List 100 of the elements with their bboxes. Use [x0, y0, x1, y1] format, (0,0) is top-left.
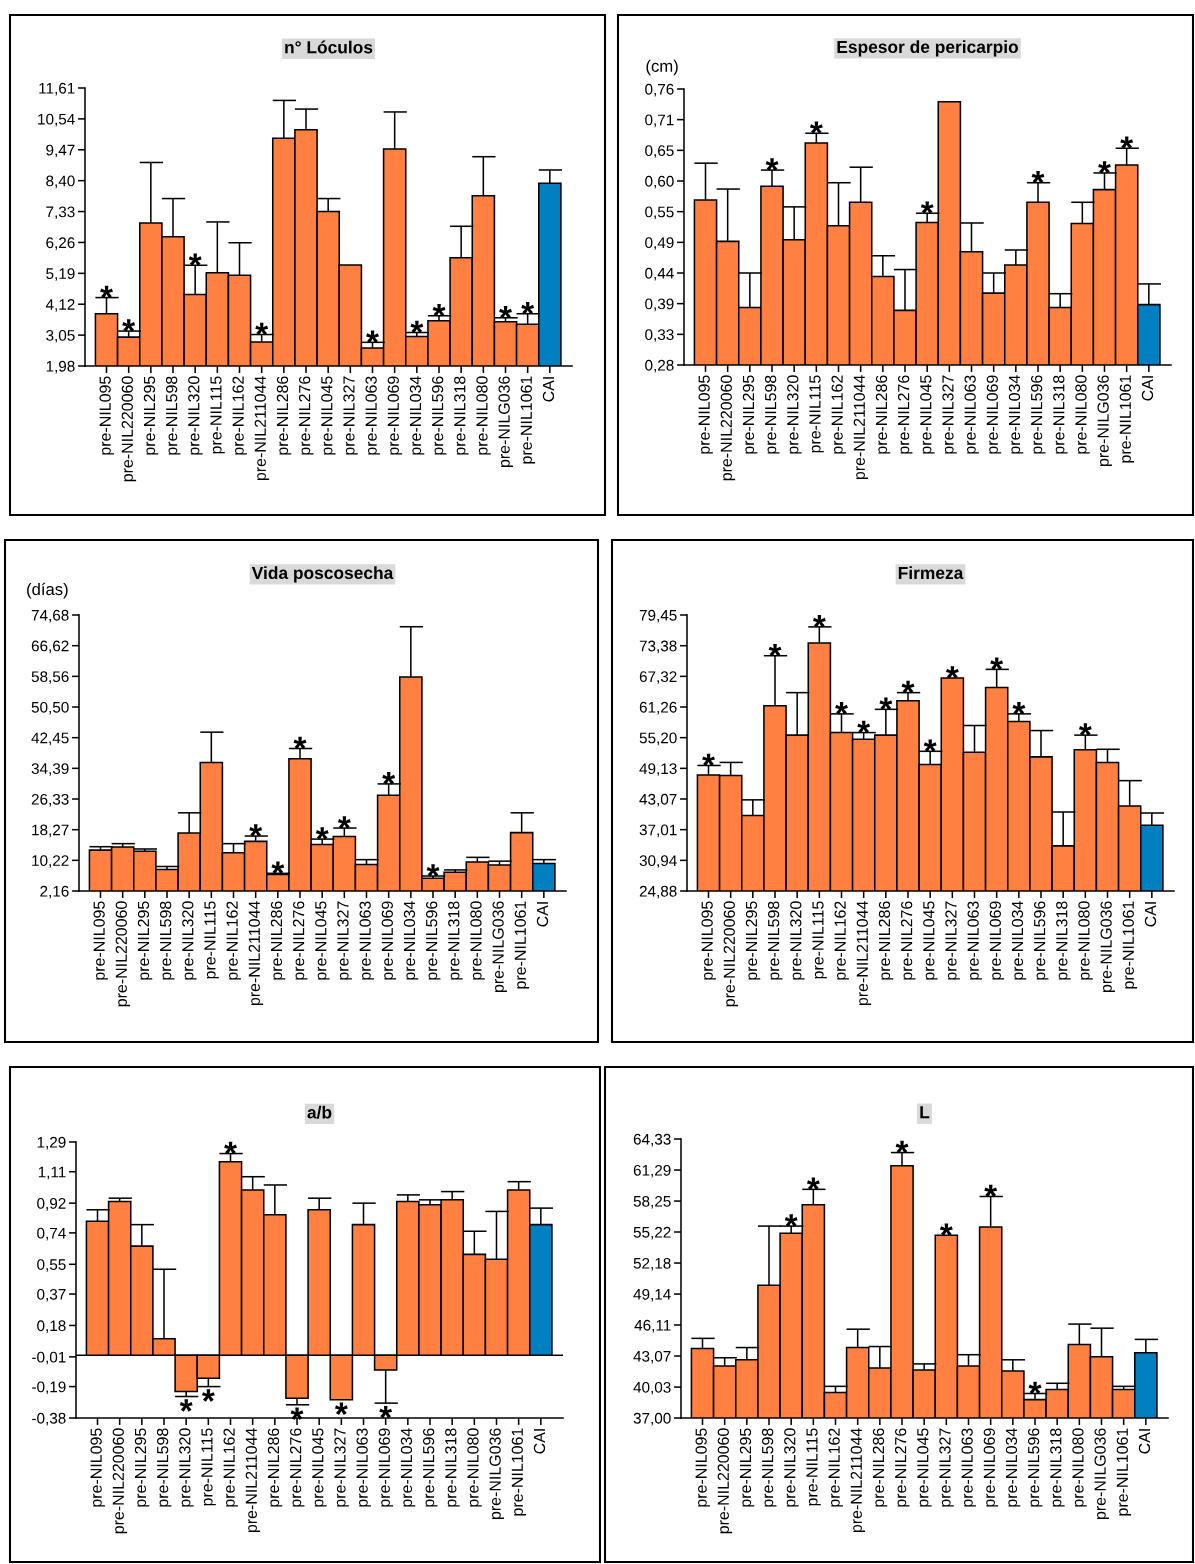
annotation: * [521, 301, 535, 315]
x-tick-label: pre-NIL034 [1011, 901, 1027, 980]
y-tick-label: 30,94 [639, 855, 677, 868]
x-tick-label: pre-NIL320 [790, 901, 805, 980]
x-tick-label: pre-NIL318 [448, 901, 463, 980]
x-tick-label: pre-NIL063 [967, 901, 982, 980]
annotation: * [1120, 136, 1134, 149]
annotation: * [432, 303, 446, 317]
x-tick-label: pre-NIL276 [292, 901, 308, 980]
x-tick-label: pre-NIL034 [1008, 375, 1024, 454]
y-tick-label: 10,22 [32, 855, 69, 868]
y-tick-label: -0,19 [32, 1381, 66, 1395]
x-tick-label: pre-NIL069 [381, 901, 397, 980]
x-tick-label: pre-NIL211044 [853, 375, 869, 480]
y-tick-label: 11,61 [39, 82, 75, 96]
x-tick-label: pre-NIL286 [875, 375, 891, 454]
x-tick-label: pre-NIL295 [739, 1428, 755, 1507]
x-tick-label: pre-NIL327 [945, 901, 960, 980]
annotation: * [293, 736, 307, 750]
y-tick-label: 0,55 [645, 206, 674, 220]
y-tick-label: 61,29 [633, 1164, 671, 1178]
x-tick-label: pre-NILG036 [492, 901, 507, 993]
annotation: * [122, 319, 136, 332]
annotation: * [990, 657, 1004, 670]
y-tick-label: 49,14 [633, 1288, 671, 1302]
annotation: * [784, 1214, 798, 1227]
x-tick-label: pre-NIL295 [143, 376, 159, 455]
y-tick-label: 66,62 [31, 640, 69, 654]
x-tick-label: pre-NIL069 [989, 901, 1005, 980]
x-tick-label: pre-NIL320 [787, 375, 802, 454]
y-tick-label: 42,45 [31, 732, 69, 746]
y-tick-label: 67,32 [639, 671, 677, 684]
y-tick-label: 2,16 [40, 885, 69, 899]
annotation: * [835, 702, 848, 715]
x-tick-label: pre-NIL162 [828, 1428, 843, 1507]
x-tick-label: CAI [1138, 1429, 1151, 1454]
x-tick-label: pre-NIL220060 [112, 1428, 128, 1534]
x-tick-label: pre-NIL063 [365, 376, 380, 455]
y-tick-label: 0,44 [645, 267, 674, 281]
x-tick-label: pre-NIL069 [387, 376, 403, 455]
x-tick-label: pre-NIL598 [761, 1428, 777, 1507]
annotation: * [879, 697, 893, 710]
annotation: * [334, 1402, 348, 1415]
x-tick-label: pre-NIL045 [923, 901, 938, 980]
chart-title: Vida poscosecha [251, 566, 394, 583]
x-tick-label: pre-NIL320 [182, 901, 197, 980]
x-tick-label: pre-NIL063 [356, 1428, 371, 1507]
x-tick-label: pre-NIL095 [99, 376, 114, 455]
y-tick-label: 0,28 [645, 359, 674, 373]
y-tick-label: 24,88 [639, 885, 677, 899]
y-tick-label: 3,05 [46, 329, 75, 343]
annotation: * [984, 1184, 998, 1198]
y-tick-label: 64,33 [633, 1133, 671, 1147]
x-tick-label: pre-NIL220060 [121, 376, 137, 482]
annotation: * [806, 1177, 820, 1190]
x-tick-label: pre-NIL596 [1030, 375, 1046, 454]
annotation: * [410, 320, 424, 334]
x-tick-label: pre-NIL327 [334, 1428, 349, 1507]
y-tick-label: 74,68 [31, 609, 69, 623]
x-tick-label: pre-NIL318 [1053, 375, 1068, 454]
annotation: * [379, 1405, 393, 1419]
x-tick-label: pre-NIL1061 [1122, 901, 1138, 989]
annotation: * [923, 739, 937, 752]
y-tick-label: 4,12 [45, 299, 75, 312]
y-tick-label: -0,38 [32, 1412, 66, 1426]
y-tick-label: 7,33 [46, 206, 75, 220]
x-tick-label: pre-NIL063 [359, 901, 374, 980]
x-tick-label: pre-NIL220060 [115, 901, 131, 1007]
x-tick-label: pre-NIL596 [1027, 1428, 1043, 1507]
annotation: * [315, 827, 329, 840]
x-tick-label: pre-NIL069 [378, 1428, 394, 1507]
annotation: * [857, 720, 871, 734]
y-tick-label: 0,18 [37, 1320, 66, 1333]
x-tick-label: pre-NIL1061 [514, 901, 530, 989]
x-tick-label: pre-NIL034 [1005, 1428, 1021, 1507]
x-tick-label: pre-NIL327 [942, 375, 957, 454]
x-tick-label: pre-NIL045 [917, 1428, 932, 1507]
annotation: * [382, 772, 396, 785]
y-tick-label: 1,29 [37, 1136, 66, 1150]
x-tick-label: pre-NIL295 [745, 901, 761, 980]
x-tick-label: pre-NIL276 [894, 1428, 910, 1507]
x-tick-label: pre-NIL034 [400, 1428, 416, 1507]
y-tick-label: 0,92 [37, 1198, 66, 1211]
annotation: * [1028, 1381, 1042, 1395]
x-tick-label: CAI [1144, 902, 1157, 927]
x-tick-label: pre-NIL320 [179, 1428, 194, 1507]
x-tick-label: pre-NIL220060 [723, 901, 739, 1007]
x-tick-label: pre-NIL596 [1033, 901, 1049, 980]
x-tick-label: pre-NIL115 [806, 1428, 821, 1506]
x-tick-label: pre-NIL162 [834, 901, 849, 980]
x-tick-label: pre-NIL069 [986, 375, 1002, 454]
y-axis-title: (cm) [646, 59, 678, 76]
x-tick-label: pre-NIL318 [1050, 1428, 1065, 1507]
x-tick-label: pre-NIL095 [93, 901, 108, 980]
y-tick-label: 50,50 [31, 701, 69, 715]
x-tick-label: pre-NIL095 [695, 1428, 710, 1507]
x-tick-label: pre-NIL318 [1056, 901, 1071, 980]
x-tick-label: pre-NIL220060 [717, 1428, 733, 1534]
x-tick-label: pre-NIL095 [698, 375, 713, 454]
x-tick-label: pre-NIL318 [454, 376, 469, 455]
